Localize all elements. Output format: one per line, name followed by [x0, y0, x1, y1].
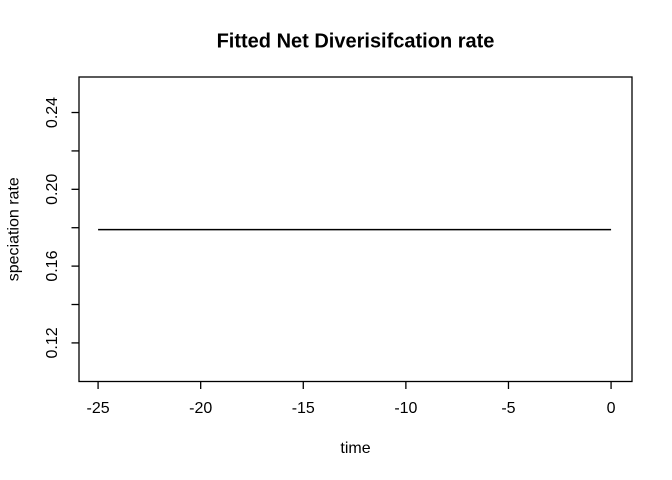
y-axis-title: speciation rate [6, 177, 23, 281]
x-tick-label: 0 [607, 400, 616, 417]
chart-title: Fitted Net Diverisifcation rate [217, 31, 495, 53]
x-tick-label: -5 [501, 400, 515, 417]
y-tick-label: 0.12 [44, 327, 61, 358]
x-axis-title: time [340, 440, 370, 457]
y-tick-label: 0.24 [44, 97, 61, 128]
x-tick-label: -15 [292, 400, 315, 417]
axes-layer: -25 -20 -15 -10 -5 0 0.12 0.16 0.20 0.24 [44, 76, 633, 417]
x-tick-label: -25 [87, 400, 110, 417]
plot-box [78, 76, 633, 383]
y-tick-label: 0.20 [44, 174, 61, 205]
y-tick-label: 0.16 [44, 250, 61, 281]
x-tick-label: -20 [189, 400, 212, 417]
x-tick-label: -10 [394, 400, 417, 417]
